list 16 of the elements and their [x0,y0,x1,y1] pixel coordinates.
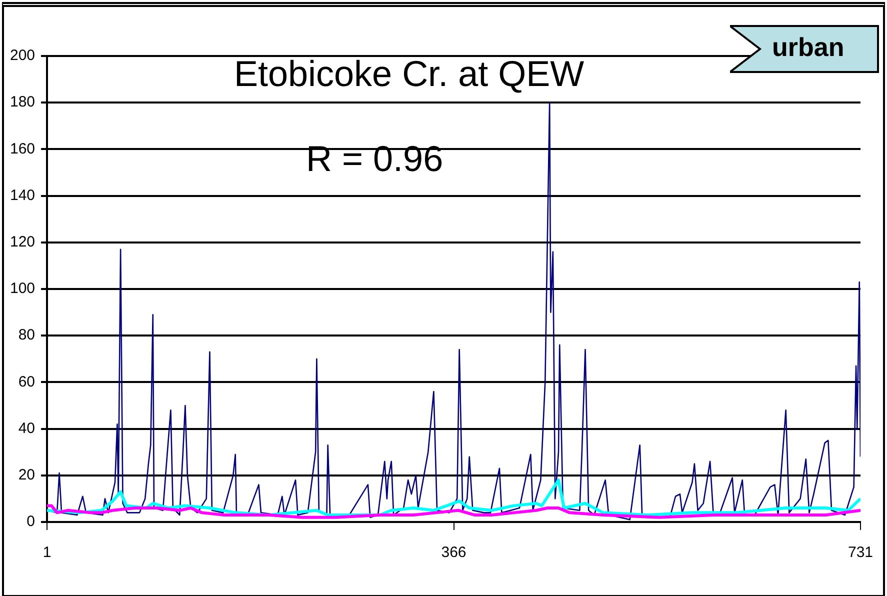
annotation: urban [772,32,844,63]
y-tick-label: 40 [18,420,36,437]
y-tick-label: 200 [10,47,36,64]
y-tick-label: 60 [18,373,36,390]
y-tick-label: 120 [10,234,36,251]
y-tick-label: 160 [10,140,36,158]
chart-title: Etobicoke Cr. at QEW [234,52,584,94]
y-tick-label: 100 [10,280,36,298]
y-tick-label: 140 [10,186,36,204]
x-tick-label: 731 [848,544,873,562]
y-tick-label: 180 [10,94,36,111]
y-tick-label: 80 [18,326,36,344]
x-tick-label: 366 [441,544,466,562]
y-tick-label: 20 [18,466,36,484]
x-tick-label: 1 [42,544,52,562]
y-tick-label: 0 [26,513,36,530]
